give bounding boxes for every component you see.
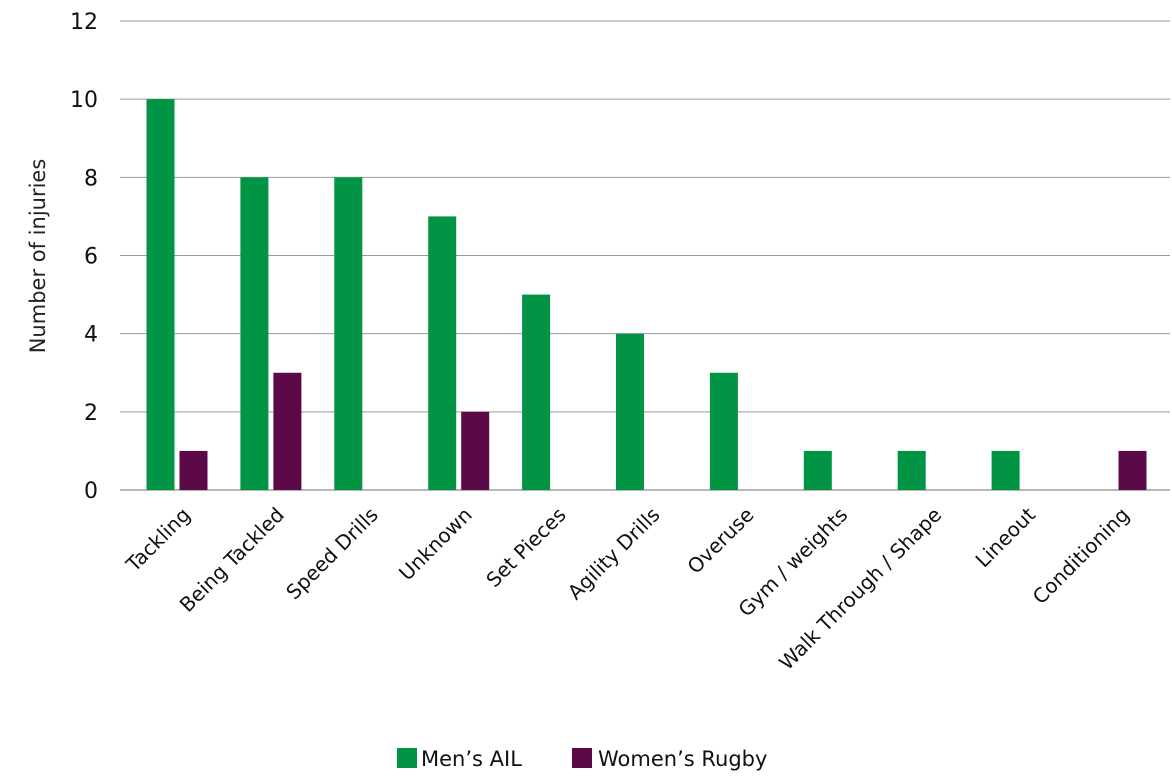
bar-men-s-ail-speed-drills — [334, 177, 363, 491]
legend-swatch-women-s-rugby — [572, 748, 592, 768]
bar-women-s-rugby-tackling — [179, 450, 208, 490]
y-tick-label: 10 — [70, 88, 98, 113]
bar-women-s-rugby-unknown — [461, 411, 490, 490]
x-tick-label-lineout: Lineout — [971, 502, 1041, 572]
legend: Men’s AIL Women’s Rugby — [397, 747, 767, 771]
y-axis-label: Number of injuries — [26, 159, 50, 354]
bar-men-s-ail-agility-drills — [616, 333, 644, 490]
x-tick-label-overuse: Overuse — [682, 503, 758, 579]
y-tick-label: 0 — [84, 479, 98, 504]
x-tick-label-agility-drills: Agility Drills — [563, 503, 665, 605]
x-tick-label-walk-through-shape: Walk Through / Shape — [774, 503, 946, 675]
x-tick-label-set-pieces: Set Pieces — [481, 503, 570, 592]
y-tick-label: 4 — [84, 323, 98, 348]
x-tick-label-conditioning: Conditioning — [1028, 503, 1134, 609]
x-tick-label-speed-drills: Speed Drills — [281, 503, 383, 605]
y-tick-label: 2 — [84, 401, 98, 426]
y-tick-labels: 0 2 4 6 8 10 12 — [70, 10, 98, 504]
bar-men-s-ail-set-pieces — [522, 294, 551, 490]
legend-label-women-s-rugby: Women’s Rugby — [598, 747, 767, 771]
y-tick-label: 12 — [70, 10, 98, 35]
x-tick-label-unknown: Unknown — [394, 503, 477, 586]
legend-swatch-men-s-ail — [397, 748, 417, 768]
bars — [146, 99, 1147, 491]
legend-label-men-s-ail: Men’s AIL — [421, 747, 522, 771]
y-tick-label: 8 — [84, 166, 98, 191]
bar-men-s-ail-overuse — [709, 372, 738, 490]
bar-men-s-ail-walk-through-shape — [897, 450, 926, 490]
bar-women-s-rugby-conditioning — [1118, 450, 1147, 490]
bar-men-s-ail-tackling — [146, 99, 175, 491]
x-tick-label-tackling: Tackling — [121, 503, 195, 577]
y-tick-label: 6 — [84, 245, 98, 270]
bar-men-s-ail-unknown — [428, 216, 457, 490]
bar-men-s-ail-gym-weights — [803, 450, 832, 490]
bar-women-s-rugby-being-tackled — [273, 372, 302, 490]
bar-men-s-ail-lineout — [991, 450, 1020, 490]
bar-men-s-ail-being-tackled — [240, 177, 269, 491]
